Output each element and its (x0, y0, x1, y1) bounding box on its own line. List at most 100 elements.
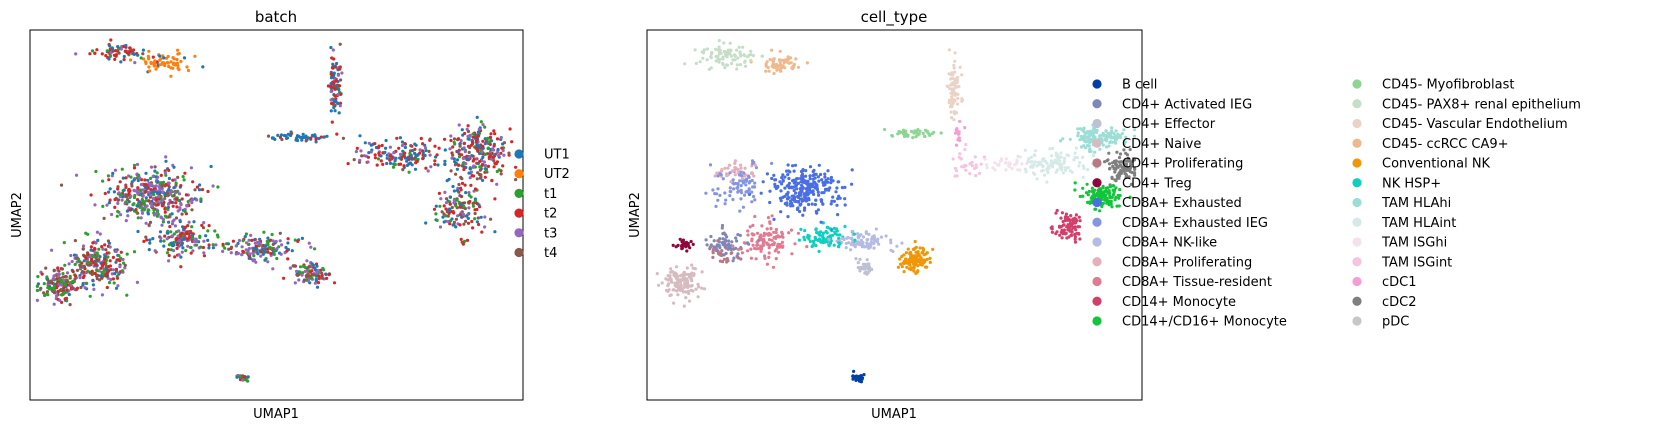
scatter-point (813, 202, 818, 207)
scatter-point (171, 178, 175, 182)
scatter-point (824, 229, 828, 234)
scatter-point (905, 265, 909, 269)
scatter-point (799, 193, 803, 197)
legend-marker (1092, 296, 1102, 306)
scatter-point (1010, 166, 1014, 171)
scatter-point (199, 199, 203, 203)
scatter-point (711, 255, 715, 259)
scatter-point (781, 173, 785, 177)
legend-marker (1092, 257, 1102, 267)
scatter-point (825, 225, 829, 229)
scatter-point (1063, 217, 1067, 221)
scatter-point (206, 229, 210, 233)
scatter-point (179, 184, 183, 188)
scatter-point (1133, 167, 1137, 171)
scatter-point (478, 159, 482, 164)
scatter-point (437, 146, 441, 150)
scatter-point (948, 87, 952, 91)
scatter-point (146, 54, 150, 58)
scatter-point (332, 103, 336, 107)
scatter-point (101, 179, 105, 183)
scatter-point (844, 246, 848, 250)
scatter-point (718, 259, 723, 263)
scatter-point (914, 135, 918, 139)
scatter-point (838, 196, 842, 200)
scatter-point (754, 257, 758, 261)
scatter-point (767, 251, 771, 255)
scatter-point (214, 243, 218, 247)
scatter-point (141, 48, 145, 52)
legend-marker (1352, 257, 1362, 267)
scatter-point (108, 259, 112, 263)
scatter-point (373, 156, 377, 160)
scatter-point (1114, 129, 1118, 133)
scatter-point (799, 180, 803, 184)
scatter-point (117, 254, 121, 258)
scatter-point (167, 259, 171, 263)
legend-item: B cell (1092, 78, 1157, 93)
scatter-point (1127, 168, 1131, 173)
scatter-point (874, 227, 878, 231)
scatter-point (906, 261, 910, 265)
scatter-point (856, 261, 860, 265)
scatter-point (91, 278, 95, 282)
scatter-point (725, 63, 730, 67)
scatter-point (928, 260, 932, 264)
scatter-point (794, 184, 798, 188)
scatter-point (997, 162, 1001, 166)
scatter-point (69, 281, 73, 285)
scatter-point (1109, 140, 1113, 144)
scatter-point (48, 280, 52, 284)
scatter-point (789, 228, 794, 232)
legend-marker (1352, 197, 1362, 208)
scatter-point (144, 182, 148, 186)
legend-item: Conventional NK (1352, 157, 1491, 172)
scatter-point (780, 240, 785, 244)
scatter-point (392, 151, 396, 155)
scatter-point (700, 270, 704, 274)
scatter-point (1070, 170, 1074, 174)
scatter-point (685, 266, 689, 270)
scatter-point (463, 183, 467, 187)
scatter-point (958, 119, 962, 124)
scatter-point (908, 263, 912, 267)
scatter-point (458, 205, 462, 209)
scatter-point (355, 146, 359, 150)
scatter-point (58, 298, 62, 302)
scatter-point (121, 176, 125, 180)
scatter-point (234, 244, 239, 248)
scatter-point (739, 54, 743, 58)
scatter-point (177, 253, 181, 257)
scatter-point (1103, 195, 1107, 199)
legend-label: CD8A+ Exhausted IEG (1122, 216, 1268, 231)
scatter-point (1064, 168, 1068, 172)
scatter-point (145, 204, 149, 208)
scatter-point (160, 204, 164, 208)
scatter-point (136, 192, 140, 196)
scatter-point (790, 201, 794, 205)
scatter-point (314, 268, 318, 272)
scatter-point (317, 274, 321, 278)
scatter-point (442, 212, 446, 216)
scatter-point (116, 198, 121, 202)
scatter-point (164, 155, 168, 159)
scatter-point (280, 137, 284, 142)
scatter-point (324, 272, 328, 276)
legend-marker (1092, 237, 1102, 247)
scatter-point (680, 246, 685, 250)
scatter-point (697, 285, 701, 289)
scatter-point (376, 157, 380, 161)
scatter-point (953, 93, 957, 97)
scatter-point (727, 242, 731, 246)
scatter-point (812, 172, 817, 177)
scatter-point (52, 274, 56, 278)
scatter-point (171, 204, 175, 208)
scatter-point (722, 41, 726, 45)
scatter-point (690, 263, 694, 267)
scatter-point (388, 154, 393, 158)
scatter-point (463, 150, 467, 154)
legend-label: CD45- Vascular Endothelium (1382, 117, 1568, 132)
scatter-point (160, 61, 165, 65)
scatter-point (750, 239, 754, 243)
scatter-point (1086, 135, 1091, 139)
